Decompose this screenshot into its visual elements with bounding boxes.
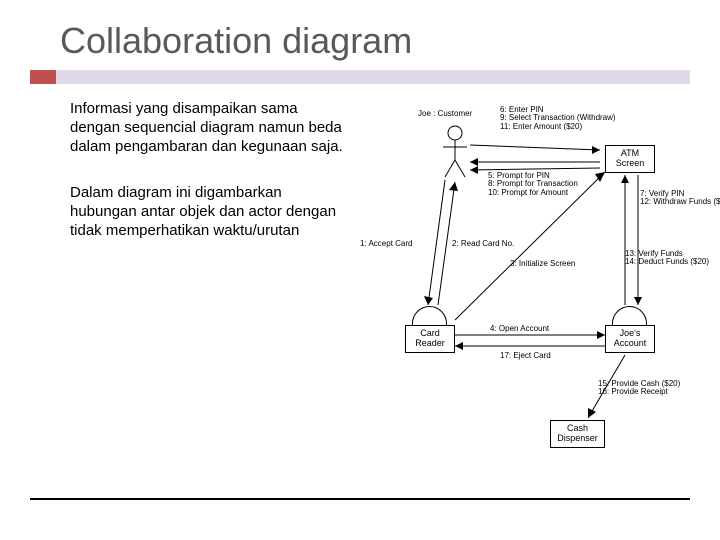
label-open-account: 4: Open Account — [490, 325, 549, 333]
node-label: Cash Dispenser — [553, 424, 602, 444]
label-accept-card: 1: Accept Card — [360, 240, 412, 248]
node-label: Card Reader — [408, 329, 452, 349]
dome-card-reader — [412, 306, 447, 326]
actor-customer — [440, 125, 470, 175]
label-init-screen: 3: Initialize Screen — [510, 260, 575, 268]
label-verify-pin: 7: Verify PIN 12: Withdraw Funds ($20) — [640, 190, 720, 207]
label-eject-card: 17: Eject Card — [500, 352, 551, 360]
node-joes-account: Joe's Account — [605, 325, 655, 353]
text-column: Informasi yang disampaikan sama dengan s… — [70, 100, 350, 480]
actor-label: Joe : Customer — [418, 110, 472, 118]
paragraph-2: Dalam diagram ini digambarkan hubungan a… — [70, 184, 350, 240]
footer-divider — [30, 498, 690, 500]
label-prompt-pin: 5: Prompt for PIN 8: Prompt for Transact… — [488, 172, 578, 197]
label-enter-pin: 6: Enter PIN 9: Select Transaction (With… — [500, 106, 616, 131]
dome-joes-account — [612, 306, 647, 326]
label-verify-funds: 13: Verify Funds 14: Deduct Funds ($20) — [625, 250, 709, 267]
paragraph-1: Informasi yang disampaikan sama dengan s… — [70, 100, 350, 156]
content-row: Informasi yang disampaikan sama dengan s… — [0, 70, 720, 480]
accent-bar — [30, 70, 56, 84]
node-card-reader: Card Reader — [405, 325, 455, 353]
node-label: Joe's Account — [608, 329, 652, 349]
node-atm-screen: ATM Screen — [605, 145, 655, 173]
page-title: Collaboration diagram — [0, 0, 720, 70]
collaboration-diagram: Joe : Customer ATM Screen Card Reader Jo… — [370, 100, 690, 480]
label-dispenser: 15: Provide Cash ($20) 16: Provide Recei… — [598, 380, 680, 397]
label-read-card: 2: Read Card No. — [452, 240, 514, 248]
node-cash-dispenser: Cash Dispenser — [550, 420, 605, 448]
node-label: ATM Screen — [608, 149, 652, 169]
